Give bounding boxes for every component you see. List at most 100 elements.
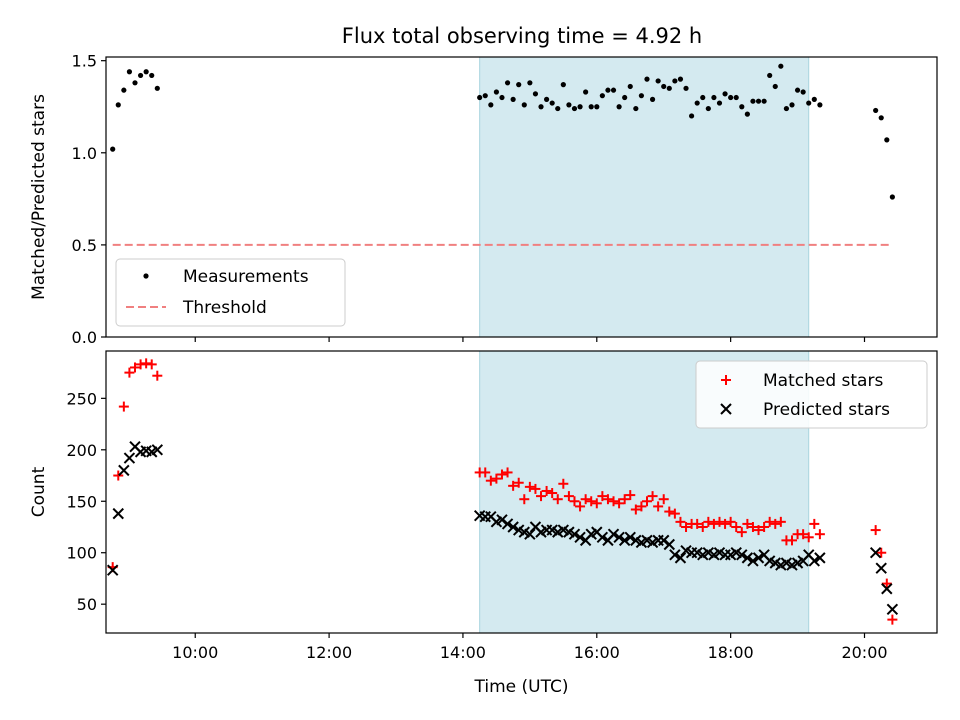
data-point <box>814 529 825 540</box>
x-axis-label: Time (UTC) <box>474 677 569 697</box>
data-point <box>806 100 812 106</box>
data-point <box>504 80 511 86</box>
data-point-stroke <box>780 557 793 569</box>
data-point <box>649 96 656 102</box>
data-point <box>697 521 708 532</box>
data-point <box>149 72 155 79</box>
data-point <box>720 518 731 529</box>
data-point <box>778 63 784 69</box>
data-point-stroke <box>591 526 603 538</box>
data-point <box>130 362 141 373</box>
data-point-stroke <box>496 514 508 526</box>
data-point <box>711 94 717 101</box>
data-point-stroke <box>741 552 754 564</box>
data-point <box>672 78 678 84</box>
data-point <box>663 538 676 551</box>
data-point <box>747 521 758 532</box>
data-point <box>798 529 809 540</box>
data-point <box>624 531 636 543</box>
data-point <box>516 82 522 88</box>
data-point <box>786 535 797 546</box>
data-point <box>677 76 684 82</box>
y-tick-label: 0.5 <box>72 236 97 255</box>
data-point-stroke <box>658 534 670 547</box>
data-point <box>507 521 519 533</box>
data-point <box>152 370 163 381</box>
data-point <box>889 194 895 200</box>
data-point <box>547 488 558 499</box>
y-tick-label: 200 <box>66 441 97 460</box>
data-point-stroke <box>663 538 676 551</box>
data-point <box>772 83 778 90</box>
count-panel: 50 100 150 200 250 10:00 12:00 14:00 16:00 18:00 2… <box>29 350 938 697</box>
data-point-stroke <box>613 531 625 543</box>
data-point <box>725 516 736 527</box>
legend-label: Threshold <box>182 298 267 318</box>
data-point <box>574 531 586 543</box>
legend-marker-predicted <box>720 403 732 415</box>
data-point-stroke <box>713 547 726 559</box>
data-point <box>794 87 801 93</box>
data-point <box>759 521 770 532</box>
data-point-stroke <box>691 547 703 559</box>
data-point <box>502 467 513 478</box>
data-point <box>644 76 650 82</box>
data-point <box>658 494 669 505</box>
highlight-span <box>479 57 809 337</box>
data-point <box>622 94 628 101</box>
data-point-stroke <box>641 534 653 547</box>
data-point <box>482 93 488 99</box>
data-point <box>666 85 672 91</box>
data-point <box>536 491 547 502</box>
data-point <box>655 78 661 84</box>
data-point <box>636 501 647 512</box>
data-point-stroke <box>151 444 164 456</box>
data-point <box>596 531 609 543</box>
data-point <box>658 534 670 547</box>
y-tick-label: 50 <box>77 595 97 614</box>
data-point <box>770 518 781 529</box>
data-point <box>602 494 613 505</box>
data-point-stroke <box>808 555 821 567</box>
data-point <box>647 491 658 502</box>
data-point <box>118 401 129 412</box>
data-point-stroke <box>814 552 826 564</box>
data-point <box>817 102 823 108</box>
data-point <box>664 506 675 517</box>
data-point-stroke <box>803 549 815 561</box>
data-point <box>121 87 127 93</box>
figure-title: Flux total observing time = 4.92 h <box>342 24 702 48</box>
data-point <box>736 549 748 561</box>
data-point <box>722 91 728 97</box>
data-point <box>692 518 703 529</box>
data-point <box>143 69 149 75</box>
x-tick-label: 18:00 <box>708 643 754 662</box>
data-point-stroke <box>702 547 715 559</box>
data-point-stroke <box>118 464 130 477</box>
data-point-stroke <box>112 507 124 520</box>
x-tick-label: 20:00 <box>841 643 887 662</box>
data-point <box>803 532 814 543</box>
data-point <box>789 102 795 108</box>
data-point <box>618 534 631 547</box>
data-point <box>110 146 116 152</box>
data-point <box>728 94 734 101</box>
data-point-stroke <box>875 562 887 574</box>
y-tick-label: 150 <box>66 492 97 511</box>
data-point <box>869 547 882 559</box>
data-point <box>694 100 700 106</box>
data-point <box>675 516 686 527</box>
legend-label: Predicted stars <box>763 400 890 420</box>
data-point <box>700 94 706 101</box>
legend: Matched stars Predicted stars <box>695 360 928 429</box>
data-point <box>630 504 641 515</box>
data-point-stroke <box>618 534 631 547</box>
data-point <box>886 603 899 616</box>
data-point-stroke <box>513 524 525 536</box>
y-tick-label: 250 <box>66 389 97 408</box>
data-point-stroke <box>680 544 692 557</box>
data-point <box>741 552 754 564</box>
data-point <box>708 518 719 529</box>
data-point <box>563 491 574 502</box>
